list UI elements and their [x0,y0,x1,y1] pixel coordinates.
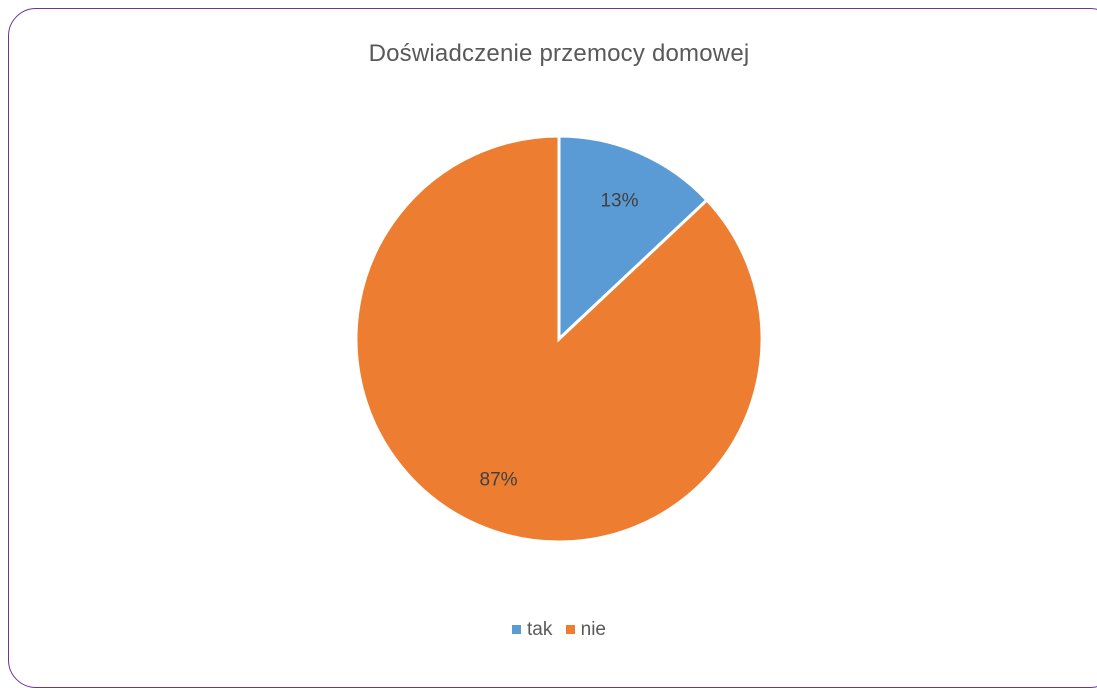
pie-slice-tak [557,134,710,343]
legend-label-nie: nie [580,618,606,640]
legend-swatch-tak [512,625,521,634]
pie-chart: 13% 87% [354,134,764,544]
legend-item-tak: tak [512,619,552,641]
legend-label-tak: tak [527,618,553,640]
legend-item-nie: nie [565,618,606,641]
chart-title: Doświadczenie przemocy domowej [368,40,750,67]
data-label-tak: 13% [600,190,638,211]
pie-slice-nie [354,134,764,544]
legend: tak nie [0,618,1097,641]
legend-swatch-nie [565,625,575,634]
data-label-nie: 87% [480,470,518,491]
